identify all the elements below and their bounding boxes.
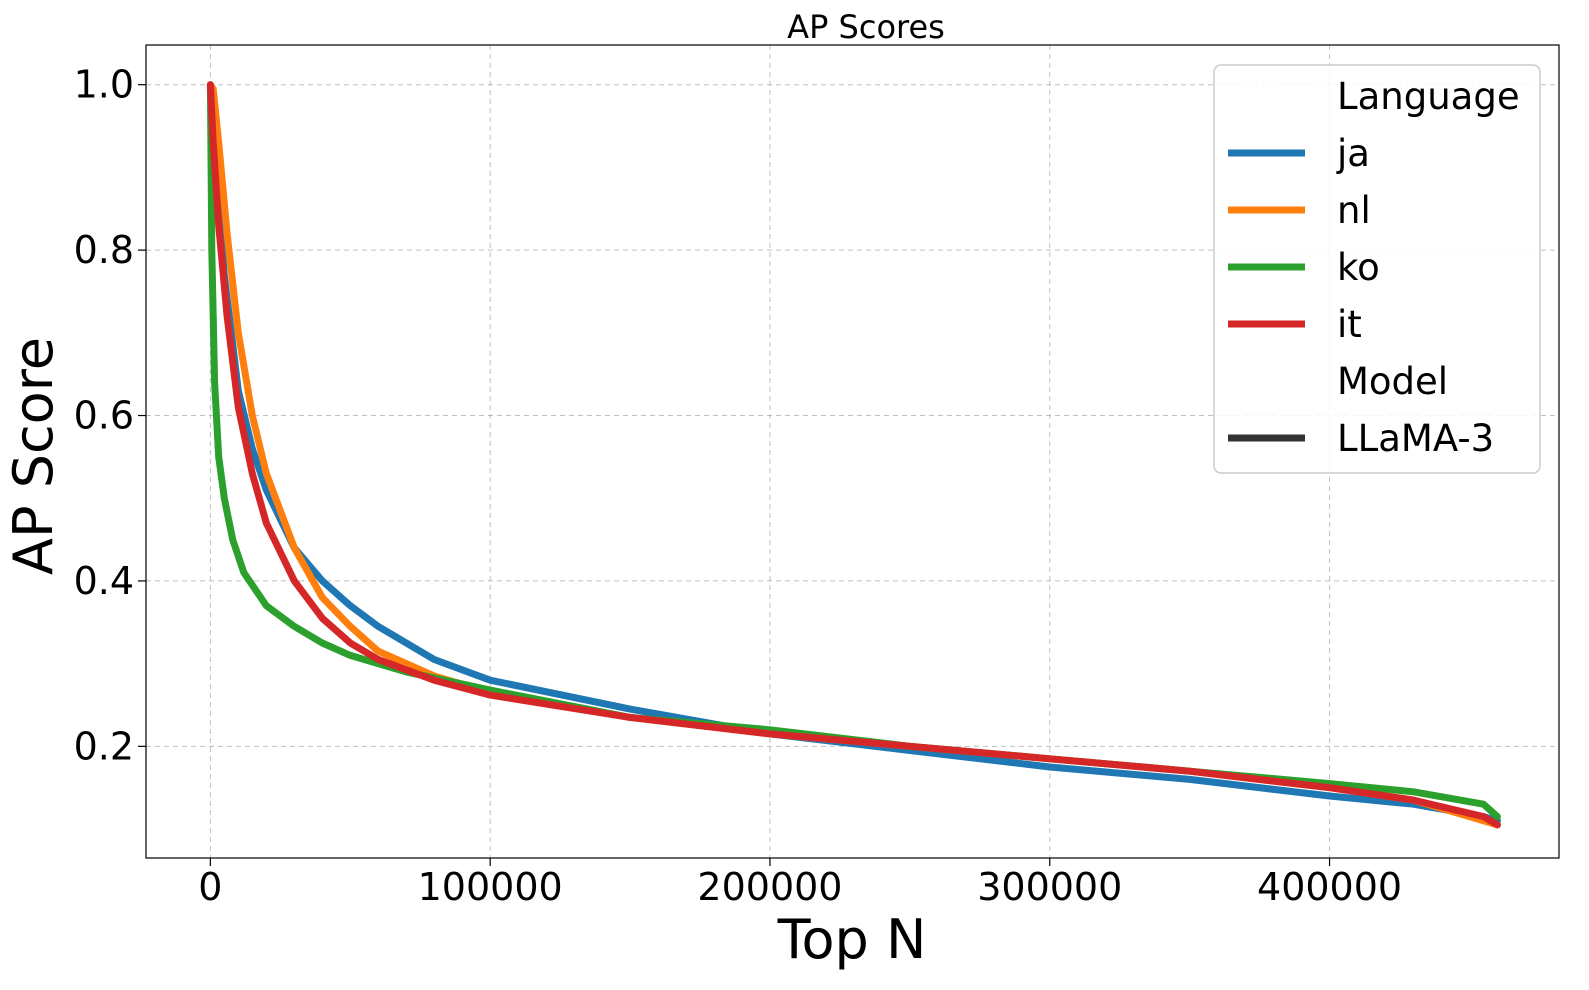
- legend-label: ja: [1336, 132, 1370, 175]
- x-tick-label: 400000: [1257, 865, 1402, 909]
- series-lines: [206, 81, 1501, 829]
- y-tick-label: 1.0: [74, 63, 134, 107]
- y-tick-label: 0.8: [74, 228, 134, 272]
- x-axis-ticks: 0 100000 200000 300000 400000: [198, 858, 1402, 909]
- legend-label: LLaMA-3: [1337, 417, 1494, 460]
- x-tick-label: 100000: [418, 865, 563, 909]
- y-tick-label: 0.6: [74, 394, 134, 438]
- x-axis-label: Top N: [777, 908, 927, 971]
- plot-frame: [145, 44, 1560, 859]
- legend: Language ja nl ko it Model LLaMA-3: [1213, 64, 1541, 474]
- y-axis-label: AP Score: [2, 337, 65, 575]
- legend-label: ko: [1337, 246, 1380, 289]
- y-tick-label: 0.2: [74, 724, 134, 768]
- legend-header: Language: [1337, 75, 1520, 118]
- chart-title: AP Scores: [787, 8, 945, 46]
- series-line-it: [206, 81, 1501, 829]
- legend-frame: [1213, 64, 1541, 474]
- legend-header: Model: [1337, 360, 1448, 403]
- x-tick-label: 200000: [697, 865, 842, 909]
- series-line-ja: [206, 81, 1501, 825]
- y-tick-label: 0.4: [74, 559, 134, 603]
- legend-label: nl: [1337, 189, 1371, 232]
- x-tick-label: 300000: [977, 865, 1122, 909]
- y-axis-ticks: 0.2 0.4 0.6 0.8 1.0: [74, 63, 146, 768]
- legend-label: it: [1337, 303, 1362, 346]
- x-tick-label: 0: [198, 865, 222, 909]
